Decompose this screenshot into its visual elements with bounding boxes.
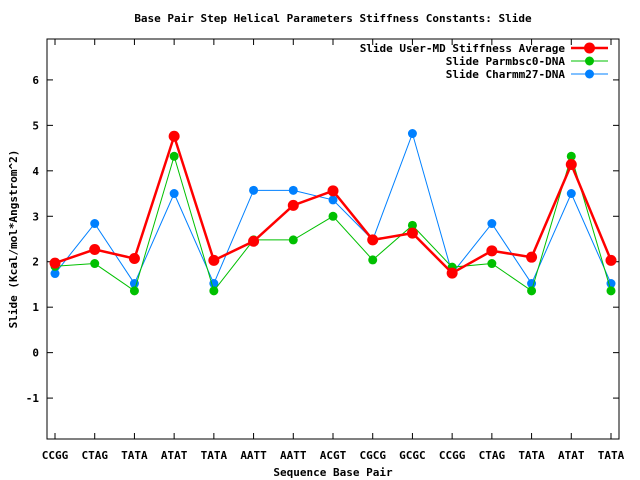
y-tick-label: 4 xyxy=(32,165,39,178)
x-tick-label: TATA xyxy=(598,449,625,462)
data-point xyxy=(566,151,576,161)
data-point xyxy=(526,251,538,263)
legend-label: Slide Parmbsc0-DNA xyxy=(446,55,566,68)
y-tick-label: 1 xyxy=(32,301,39,314)
series-2 xyxy=(50,151,616,296)
data-point xyxy=(209,279,219,289)
data-point xyxy=(487,259,497,269)
data-point xyxy=(249,185,259,195)
data-point xyxy=(50,269,60,279)
data-point xyxy=(248,235,260,247)
plot-frame xyxy=(46,38,620,440)
data-point xyxy=(606,286,616,296)
series-line xyxy=(54,132,613,275)
data-point xyxy=(328,195,338,205)
data-point xyxy=(527,279,537,289)
x-tick-label: CCGG xyxy=(439,449,466,462)
data-point xyxy=(407,220,417,230)
y-tick-label: 5 xyxy=(32,119,39,132)
x-tick-label: TATA xyxy=(121,449,148,462)
data-point xyxy=(606,279,616,289)
data-point xyxy=(407,129,417,139)
x-tick-label: CCGG xyxy=(42,449,69,462)
data-point xyxy=(327,185,339,197)
series-line xyxy=(54,154,612,292)
axis-ticks: -1 0 1 2 3 4 5 6 CCGG CTAG TATA ATAT TATA AATT AATT ACG… xyxy=(26,39,625,462)
data-point xyxy=(49,257,61,269)
data-point xyxy=(209,286,219,296)
data-point xyxy=(605,254,617,266)
x-tick-label: ACGT xyxy=(320,449,347,462)
x-tick-label: ATAT xyxy=(558,449,585,462)
x-tick-label: GCGC xyxy=(399,449,426,462)
data-point xyxy=(287,199,299,211)
data-point xyxy=(368,255,378,265)
data-point xyxy=(128,253,140,265)
data-point xyxy=(565,158,577,170)
data-point xyxy=(90,259,100,269)
series-1 xyxy=(49,130,617,279)
series-layer xyxy=(49,129,617,296)
data-point xyxy=(168,130,180,142)
y-tick-label: 2 xyxy=(32,256,39,269)
series-3 xyxy=(50,129,616,289)
data-point xyxy=(487,219,497,229)
x-tick-label: CTAG xyxy=(81,449,108,462)
legend-marker xyxy=(584,42,595,54)
legend-label: Slide Charmm27-DNA xyxy=(446,68,566,81)
x-tick-label: TATA xyxy=(201,449,228,462)
y-tick-label: 6 xyxy=(32,74,39,87)
data-point xyxy=(129,286,139,296)
data-point xyxy=(90,219,100,229)
data-point xyxy=(406,227,418,239)
data-point xyxy=(566,189,576,199)
data-point xyxy=(169,189,179,199)
data-point xyxy=(89,243,101,255)
data-point xyxy=(288,185,298,195)
legend-marker xyxy=(585,56,594,66)
chart-title: Base Pair Step Helical Parameters Stiffn… xyxy=(134,12,532,25)
x-tick-label: CGCG xyxy=(359,449,386,462)
data-point xyxy=(129,279,139,289)
x-tick-label: TATA xyxy=(518,449,545,462)
x-tick-label: AATT xyxy=(280,449,307,462)
x-tick-label: AATT xyxy=(240,449,267,462)
legend-label: Slide User-MD Stiffness Average xyxy=(360,42,566,55)
y-tick-label: 3 xyxy=(32,210,39,223)
data-point xyxy=(446,267,458,279)
y-axis-label: Slide (Kcal/mol*Angstrom^2) xyxy=(7,150,20,329)
x-tick-label: ATAT xyxy=(161,449,188,462)
data-point xyxy=(486,245,498,257)
data-point xyxy=(367,234,379,246)
x-tick-label: CTAG xyxy=(479,449,506,462)
data-point xyxy=(169,151,179,161)
data-point xyxy=(288,235,298,245)
data-point xyxy=(328,211,338,221)
x-axis-label: Sequence Base Pair xyxy=(273,466,393,479)
legend-marker xyxy=(585,69,594,79)
data-point xyxy=(208,254,220,266)
y-tick-label: -1 xyxy=(26,392,40,405)
data-point xyxy=(527,286,537,296)
y-tick-label: 0 xyxy=(32,347,39,360)
